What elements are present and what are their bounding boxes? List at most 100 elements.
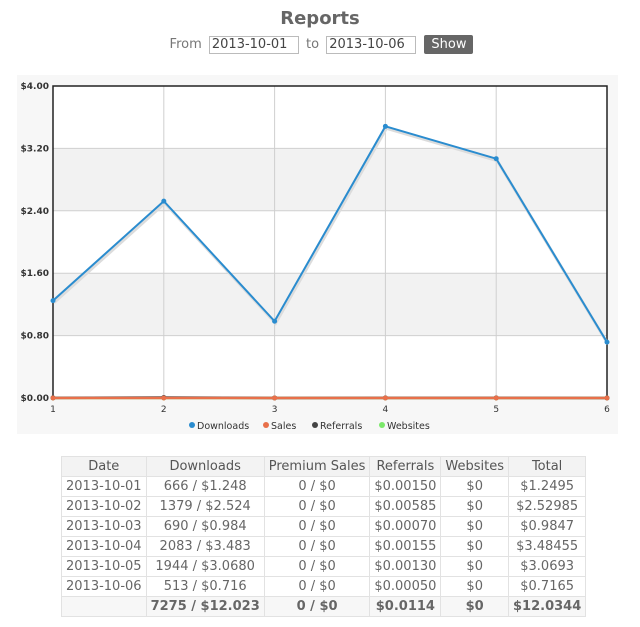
legend-label-websites: Websites [387,421,430,432]
total-cell: $12.0344 [507,596,587,617]
chart-panel: $0.00 $0.80 $1.60 $2.40 $3.20 $4.00 1 2 3 4 5 6 Down… [17,75,618,434]
table-row: 2013-10-04 2083 / $3.483 0 / $0 $0.00155 $0 $… [61,536,587,557]
to-label: to [306,37,320,52]
table-header-row: Date Downloads Premium Sales Referrals Websi… [61,456,587,477]
table-cell: 0 / $0 [263,556,371,577]
table-cell: $0 [440,556,509,577]
plot-area [53,86,607,398]
data-point-downloads [493,156,499,162]
data-point-sales [272,395,278,401]
report-table: Date Downloads Premium Sales Referrals Websi… [61,456,587,617]
from-label: From [169,37,202,52]
table-cell: 2013-10-05 [61,556,147,577]
x-tick-label: 3 [272,405,278,415]
table-cell: $3.0693 [507,556,587,577]
legend-marker-downloads [189,422,195,428]
data-point-downloads [272,318,278,324]
table-cell: $0 [440,536,509,557]
table-cell: 513 / $0.716 [145,576,265,597]
legend-label-downloads: Downloads [197,421,249,432]
line-chart: $0.00 $0.80 $1.60 $2.40 $3.20 $4.00 1 2 3 4 5 6 Down… [21,82,611,432]
x-tick-label: 5 [493,405,499,415]
x-tick-label: 2 [161,405,167,415]
table-cell: 2083 / $3.483 [145,536,265,557]
data-point-downloads [161,198,167,204]
series-line-downloads [52,125,608,343]
table-row: 2013-10-02 1379 / $2.524 0 / $0 $0.00585 $0 $… [61,496,587,517]
total-cell: $0 [440,596,509,617]
table-cell: 690 / $0.984 [145,516,265,537]
table-cell: 0 / $0 [263,516,371,537]
from-date-input[interactable] [208,35,299,54]
y-tick-label: $1.60 [21,269,49,279]
table-row: 2013-10-05 1944 / $3.0680 0 / $0 $0.00130 $0… [61,556,587,577]
data-point-downloads [604,339,610,345]
legend-marker-websites [379,422,385,428]
table-cell: $0.9847 [507,516,587,537]
table-cell: $0.00070 [369,516,442,537]
date-range-bar: From to Show [0,35,640,54]
column-header: Referrals [369,456,442,477]
table-cell: 2013-10-02 [61,496,147,517]
data-point-sales [50,395,56,401]
total-cell: 0 / $0 [263,596,371,617]
grid-band [53,148,607,211]
total-cell: $0.0114 [369,596,442,617]
page-title: Reports [280,8,360,29]
table-row: 2013-10-03 690 / $0.984 0 / $0 $0.00070 $0 $0… [61,516,587,537]
table-cell: 2013-10-04 [61,536,147,557]
y-tick-label: $3.20 [21,144,49,154]
table-cell: $0.00150 [369,476,442,497]
table-row: 2013-10-01 666 / $1.248 0 / $0 $0.00150 $0 $1… [61,476,587,497]
y-tick-label: $2.40 [21,207,49,217]
column-header: Websites [440,456,509,477]
y-tick-label: $4.00 [21,82,49,92]
data-point-sales [493,395,499,401]
table-cell: $3.48455 [507,536,587,557]
table-cell: $2.52985 [507,496,587,517]
column-header: Date [61,456,147,477]
table-cell: $0.7165 [507,576,587,597]
column-header: Total [507,456,587,477]
table-cell: 0 / $0 [263,476,371,497]
table-cell: $0.00585 [369,496,442,517]
legend-label-sales: Sales [271,421,296,432]
data-point-sales [382,395,388,401]
data-point-sales [604,395,610,401]
data-point-downloads [50,298,56,304]
x-tick-label: 4 [383,405,389,415]
total-cell: 7275 / $12.023 [145,596,265,617]
table-cell: 1944 / $3.0680 [145,556,265,577]
legend-label-referrals: Referrals [320,421,362,432]
table-cell: 666 / $1.248 [145,476,265,497]
table-cell: $0 [440,476,509,497]
table-cell: $0 [440,516,509,537]
total-cell [61,596,147,617]
y-tick-label: $0.80 [21,332,49,342]
total-row: 7275 / $12.023 0 / $0 $0.0114 $0 $12.0344 [61,596,587,617]
table-cell: 2013-10-01 [61,476,147,497]
legend-marker-sales [263,422,269,428]
legend-marker-referrals [312,422,318,428]
table-cell: 0 / $0 [263,536,371,557]
data-point-sales [161,395,167,401]
x-tick-label: 6 [604,405,610,415]
data-point-downloads [382,123,388,129]
table-cell: $0.00050 [369,576,442,597]
table-cell: 2013-10-03 [61,516,147,537]
x-tick-label: 1 [50,405,56,415]
table-cell: $1.2495 [507,476,587,497]
table-cell: $0.00130 [369,556,442,577]
grid-band [53,273,607,336]
column-header: Premium Sales [263,456,371,477]
column-header: Downloads [145,456,265,477]
table-cell: 2013-10-06 [61,576,147,597]
table-cell: $0.00155 [369,536,442,557]
show-button[interactable]: Show [424,35,474,54]
table-cell: $0 [440,496,509,517]
table-cell: 0 / $0 [263,496,371,517]
to-date-input[interactable] [326,35,417,54]
y-tick-label: $0.00 [21,394,49,404]
table-cell: 0 / $0 [263,576,371,597]
table-cell: 1379 / $2.524 [145,496,265,517]
